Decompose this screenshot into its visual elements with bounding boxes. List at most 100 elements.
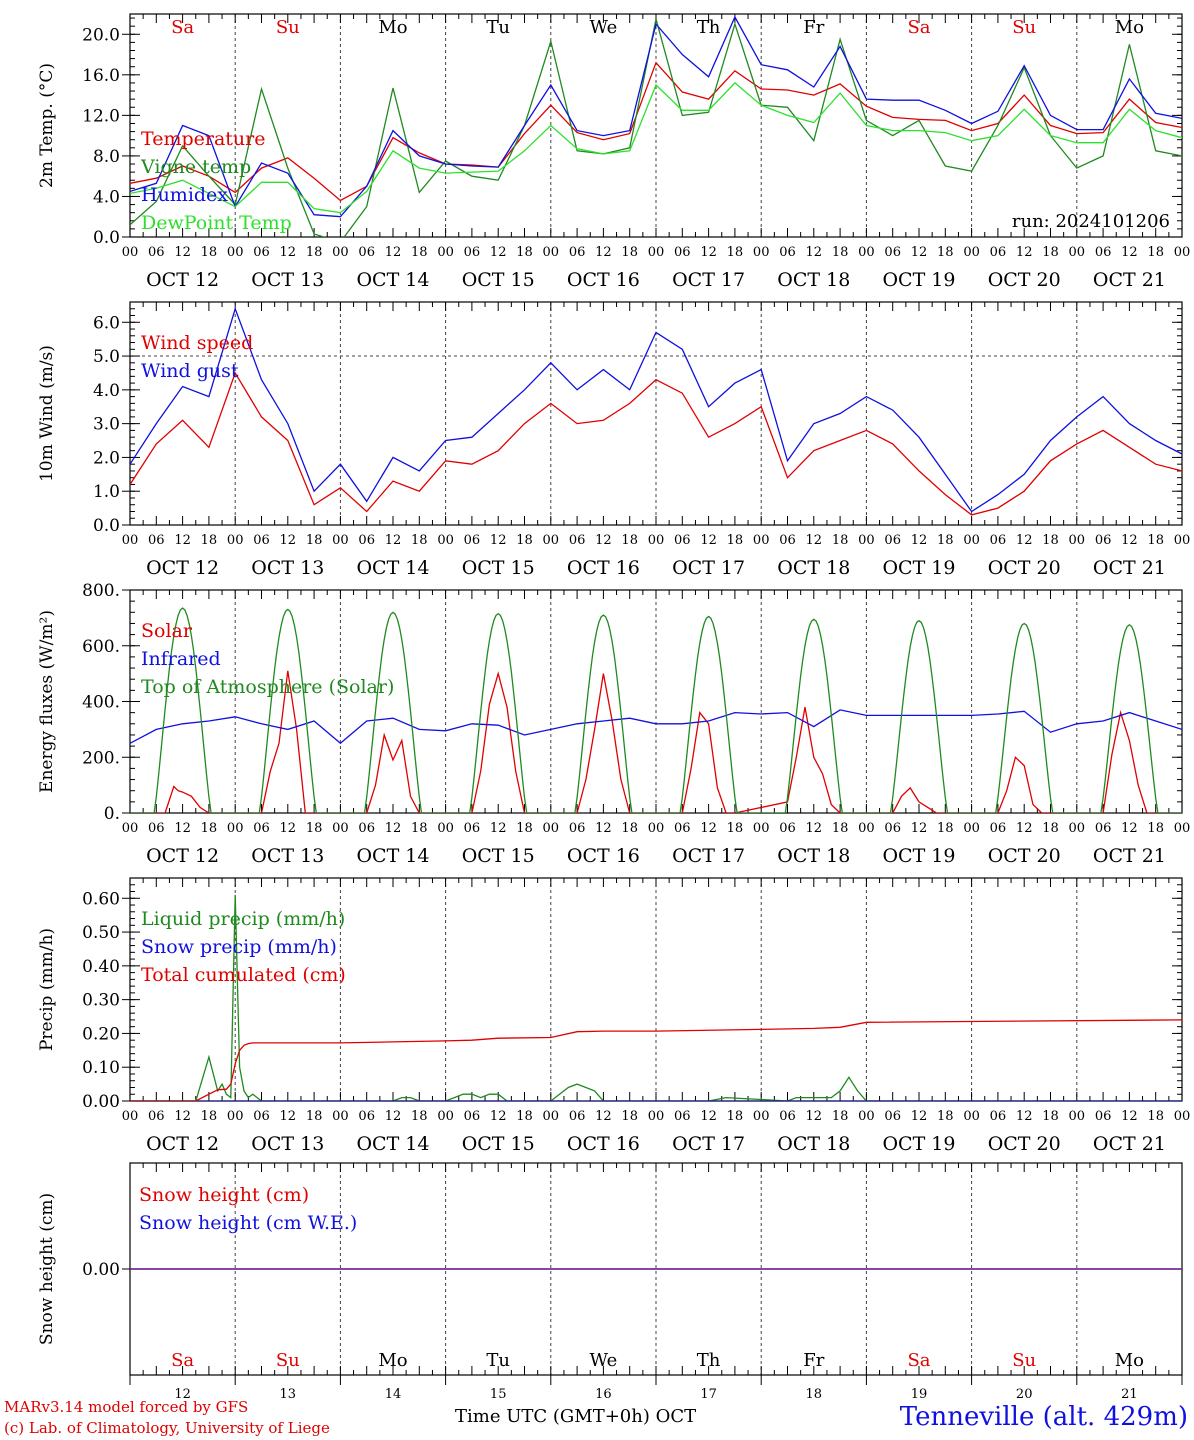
date-label: OCT 21 bbox=[1093, 845, 1166, 867]
hour-tick-label: 06 bbox=[674, 245, 691, 260]
hour-tick-label: 06 bbox=[569, 533, 586, 548]
hour-tick-label: 00 bbox=[122, 821, 139, 836]
hour-tick-label: 12 bbox=[911, 245, 928, 260]
y-tick-label: 0. bbox=[104, 804, 120, 824]
hour-tick-label: 06 bbox=[569, 1109, 586, 1124]
hour-tick-label: 06 bbox=[779, 821, 796, 836]
legend-entry: Snow height (cm W.E.) bbox=[139, 1212, 357, 1234]
hour-tick-label: 00 bbox=[437, 1109, 454, 1124]
lab-credit: (c) Lab. of Climatology, University of L… bbox=[4, 1419, 330, 1437]
hour-tick-label: 00 bbox=[963, 821, 980, 836]
legend-entry: Total cumulated (cm) bbox=[141, 964, 346, 986]
day-number: 16 bbox=[595, 1387, 612, 1402]
day-abbr: Mo bbox=[1115, 17, 1144, 38]
day-abbr: Su bbox=[1012, 1350, 1036, 1371]
hour-tick-label: 12 bbox=[911, 533, 928, 548]
y-tick-label: 2.0 bbox=[93, 448, 120, 468]
day-abbr: Sa bbox=[171, 1350, 194, 1371]
day-abbr: Sa bbox=[171, 17, 194, 38]
hour-tick-label: 12 bbox=[911, 821, 928, 836]
hour-tick-label: 18 bbox=[937, 1109, 954, 1124]
day-abbr: Fr bbox=[803, 1350, 824, 1371]
hour-tick-label: 06 bbox=[674, 1109, 691, 1124]
hour-tick-label: 12 bbox=[280, 245, 297, 260]
hour-tick-label: 12 bbox=[1016, 245, 1033, 260]
hour-tick-label: 06 bbox=[253, 533, 270, 548]
hour-tick-label: 18 bbox=[516, 1109, 533, 1124]
hour-tick-label: 18 bbox=[306, 245, 323, 260]
y-tick-label: 0.30 bbox=[82, 991, 120, 1011]
y-axis-label: Precip (mm/h) bbox=[37, 928, 57, 1051]
day-abbr: Su bbox=[276, 17, 300, 38]
hour-tick-label: 06 bbox=[358, 1109, 375, 1124]
hour-tick-label: 12 bbox=[911, 1109, 928, 1124]
y-tick-label: 600. bbox=[82, 637, 120, 657]
hour-tick-label: 12 bbox=[280, 821, 297, 836]
date-label: OCT 20 bbox=[988, 269, 1061, 291]
day-number: 21 bbox=[1121, 1387, 1138, 1402]
hour-tick-label: 18 bbox=[1042, 245, 1059, 260]
hour-tick-label: 00 bbox=[437, 821, 454, 836]
day-abbr: Th bbox=[697, 17, 721, 38]
hour-tick-label: 12 bbox=[490, 821, 507, 836]
hour-tick-label: 18 bbox=[201, 1109, 218, 1124]
hour-tick-label: 00 bbox=[332, 821, 349, 836]
date-label: OCT 18 bbox=[777, 1133, 850, 1155]
hour-tick-label: 00 bbox=[1174, 821, 1191, 836]
date-label: OCT 17 bbox=[672, 845, 745, 867]
hour-tick-label: 18 bbox=[306, 533, 323, 548]
y-axis-label: Energy fluxes (W/m²) bbox=[37, 610, 57, 793]
hour-tick-label: 18 bbox=[201, 245, 218, 260]
hour-tick-label: 00 bbox=[543, 821, 560, 836]
day-abbr: Mo bbox=[1115, 1350, 1144, 1371]
date-label: OCT 14 bbox=[356, 557, 429, 579]
hour-tick-label: 00 bbox=[543, 533, 560, 548]
legend-entry: Solar bbox=[141, 620, 193, 642]
hour-tick-label: 00 bbox=[648, 245, 665, 260]
y-tick-label: 0.10 bbox=[82, 1058, 120, 1078]
hour-tick-label: 06 bbox=[464, 533, 481, 548]
hour-tick-label: 06 bbox=[464, 245, 481, 260]
hour-tick-label: 12 bbox=[806, 1109, 823, 1124]
y-tick-label: 0.0 bbox=[93, 516, 120, 536]
date-label: OCT 19 bbox=[882, 1133, 955, 1155]
date-label: OCT 19 bbox=[882, 845, 955, 867]
hour-tick-label: 00 bbox=[753, 821, 770, 836]
date-label: OCT 20 bbox=[988, 1133, 1061, 1155]
hour-tick-label: 06 bbox=[253, 1109, 270, 1124]
y-tick-label: 0.0 bbox=[93, 228, 120, 248]
day-abbr: Mo bbox=[378, 1350, 407, 1371]
y-tick-label: 20.0 bbox=[82, 25, 120, 45]
hour-tick-label: 00 bbox=[753, 245, 770, 260]
hour-tick-label: 18 bbox=[621, 821, 638, 836]
y-tick-label: 4.0 bbox=[93, 381, 120, 401]
hour-tick-label: 18 bbox=[937, 821, 954, 836]
hour-tick-label: 12 bbox=[174, 533, 191, 548]
hour-tick-label: 18 bbox=[411, 1109, 428, 1124]
hour-tick-label: 18 bbox=[832, 821, 849, 836]
day-number: 20 bbox=[1016, 1387, 1033, 1402]
hour-tick-label: 18 bbox=[1042, 533, 1059, 548]
series-line-wind-gust bbox=[130, 306, 1182, 513]
hour-tick-label: 18 bbox=[306, 1109, 323, 1124]
day-abbr: Th bbox=[697, 1350, 721, 1371]
hour-tick-label: 06 bbox=[674, 821, 691, 836]
hour-tick-label: 06 bbox=[779, 245, 796, 260]
hour-tick-label: 18 bbox=[727, 533, 744, 548]
day-number: 13 bbox=[280, 1387, 297, 1402]
hour-tick-label: 06 bbox=[253, 245, 270, 260]
hour-tick-label: 06 bbox=[884, 533, 901, 548]
time-axis-title: Time UTC (GMT+0h) bbox=[455, 1406, 650, 1427]
series-line-top-of-atmosphere-solar bbox=[130, 607, 1182, 813]
hour-tick-label: 06 bbox=[358, 245, 375, 260]
hour-tick-label: 06 bbox=[358, 533, 375, 548]
hour-tick-label: 12 bbox=[385, 1109, 402, 1124]
hour-tick-label: 06 bbox=[990, 533, 1007, 548]
date-label: OCT 15 bbox=[462, 269, 535, 291]
y-tick-label: 0.00 bbox=[82, 1260, 120, 1280]
date-label: OCT 20 bbox=[988, 845, 1061, 867]
hour-tick-label: 00 bbox=[858, 1109, 875, 1124]
panel-3: 0. 200. 400. 600. 800. Energy fluxes (W/m²) 00… bbox=[37, 581, 1190, 867]
hour-tick-label: 00 bbox=[858, 821, 875, 836]
